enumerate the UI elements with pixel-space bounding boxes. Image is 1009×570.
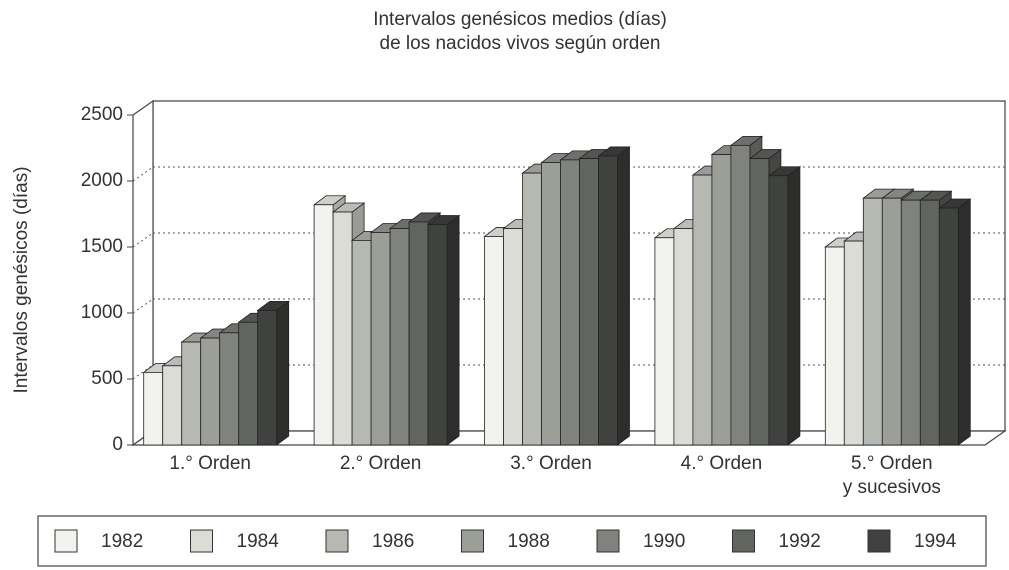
legend-swatch [325,529,349,553]
bar-front [522,172,542,446]
bar-front [862,197,883,446]
bar-front [900,199,921,446]
legend-swatch [54,529,78,553]
bar-front [824,246,845,446]
grid-line [132,364,154,380]
x-tick-label: 5.° Orden y sucesivos [842,453,941,498]
bar [256,300,290,446]
legend-swatch [596,529,620,553]
bar-front [730,144,751,446]
grid-line [132,298,154,314]
y-tick-label: 1000 [81,302,123,323]
y-axis-label: Intervalos genésicos (días) [11,166,32,393]
bar-front [938,207,959,446]
y-tick-label: 2000 [81,170,123,191]
bar [597,146,631,446]
bar-side [617,146,630,446]
bar-front [219,332,240,446]
legend-label: 1992 [779,531,821,552]
legend-label: 1982 [101,531,143,552]
bar-side [446,214,460,446]
bar-side [787,165,801,446]
bar-front [200,337,221,446]
x-tick-label: 2.° Orden [339,453,422,474]
bar [426,214,461,446]
bar-front [541,162,561,446]
bar [767,165,802,446]
bar-side [957,198,971,446]
bar-front [692,174,713,446]
legend-label: 1994 [914,531,957,552]
bar-front [313,204,334,446]
legend-label: 1988 [508,531,550,552]
bar-front [768,175,789,446]
bar-front [238,321,259,446]
bar-front [351,239,372,446]
y-tick-label: 1500 [81,236,123,257]
legend-label: 1990 [643,531,685,552]
bar-front [843,240,864,446]
grid-line [132,232,154,248]
bar-front [749,158,770,446]
bar-side [276,300,290,446]
legend-label: 1984 [237,531,280,552]
bar-front [181,341,202,446]
bar-front [881,197,902,446]
bar-front [257,309,278,446]
chart-title: Intervalos genésicos medios (días) de lo… [373,9,667,54]
bar [938,198,972,446]
legend-swatch [867,529,891,553]
legend-label: 1986 [372,531,414,552]
bar-front [711,154,732,446]
bar-front [427,224,448,446]
legend-swatch [190,529,213,553]
y-tick-label: 0 [112,434,123,455]
legend-swatch [732,529,755,553]
grid-line [132,166,154,182]
x-tick-label: 3.° Orden [510,453,592,474]
bar-front [408,221,429,446]
legend-swatch [461,529,484,553]
bar-front [484,236,504,446]
y-tick-label: 500 [91,368,123,389]
bar-front [143,371,164,446]
bar-front [598,155,618,446]
legend-box [37,515,987,567]
bar-front [370,232,391,446]
y-tick-label: 2500 [81,104,123,125]
bar-front [560,159,580,446]
bar-front [162,365,183,446]
bar-front [503,228,523,446]
bar-front [919,199,940,446]
x-tick-label: 4.° Orden [680,453,763,474]
x-tick-label: 1.° Orden [169,453,251,474]
bar-front [332,211,353,446]
bar-front [654,237,675,446]
bar-front [579,158,599,446]
bar-front [389,228,410,446]
bar-front [673,228,694,446]
